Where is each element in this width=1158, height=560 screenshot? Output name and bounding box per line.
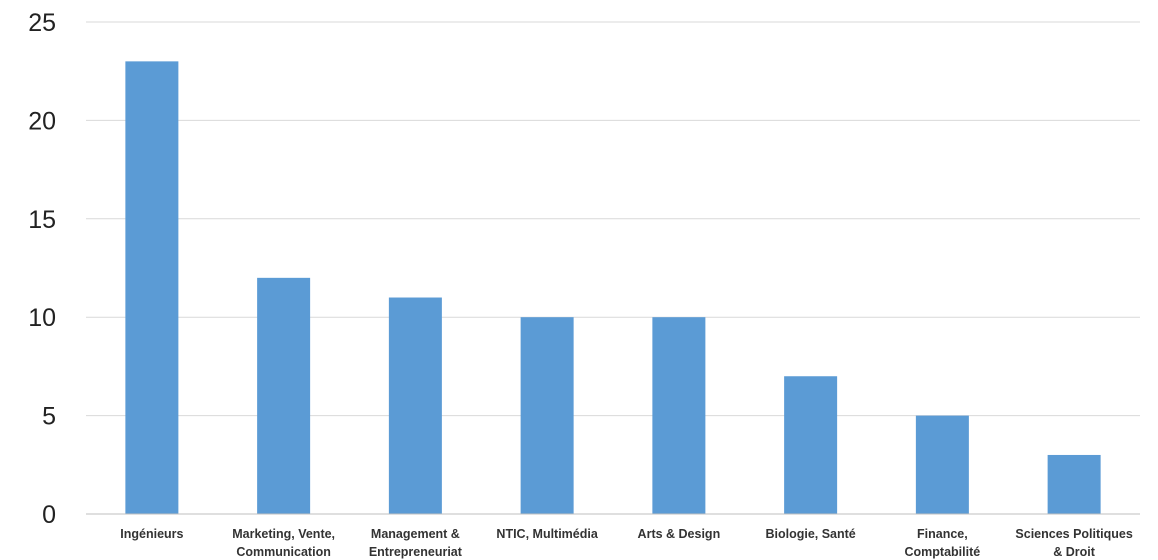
x-axis-ticks: Ingénieurs Marketing, Vente, Communication… <box>120 527 1133 559</box>
bar <box>388 297 442 514</box>
x-tick-label: Management & Entrepreneuriat <box>369 527 463 559</box>
bar <box>257 277 311 514</box>
x-tick-label-line: NTIC, Multimédia <box>496 527 598 541</box>
y-tick-label: 10 <box>28 304 56 332</box>
x-tick-label-line: Finance, <box>917 527 968 541</box>
bar <box>1047 454 1101 514</box>
y-tick-label: 15 <box>28 206 56 234</box>
bar <box>784 376 838 514</box>
x-tick-label-line: Sciences Politiques <box>1015 527 1132 541</box>
x-tick-label: Marketing, Vente, Communication <box>232 527 335 559</box>
bar <box>915 415 969 514</box>
x-tick-label-line: Biologie, Santé <box>765 527 855 541</box>
x-tick-label-line: Comptabilité <box>905 545 981 559</box>
x-tick-label: Biologie, Santé <box>765 527 855 541</box>
x-tick-label: Ingénieurs <box>120 527 183 541</box>
x-tick-label: NTIC, Multimédia <box>496 527 598 541</box>
x-tick-label: Sciences Politiques & Droit <box>1015 527 1132 559</box>
bars <box>125 61 1101 515</box>
x-tick-label-line: Ingénieurs <box>120 527 183 541</box>
bar <box>125 61 179 515</box>
y-tick-label: 25 <box>28 9 56 37</box>
y-axis-ticks: 0 5 10 15 20 25 <box>28 9 56 529</box>
bar <box>520 317 574 514</box>
grid-lines <box>86 21 1140 417</box>
x-tick-label-line: Arts & Design <box>638 527 721 541</box>
x-tick-label-line: Marketing, Vente, <box>232 527 335 541</box>
x-tick-label-line: Entrepreneuriat <box>369 545 463 559</box>
x-tick-label: Arts & Design <box>638 527 721 541</box>
x-tick-label-line: Communication <box>236 545 330 559</box>
y-tick-label: 20 <box>28 107 56 135</box>
y-tick-label: 0 <box>42 501 56 529</box>
x-tick-label-line: & Droit <box>1053 545 1096 559</box>
y-tick-label: 5 <box>42 403 56 431</box>
x-tick-label: Finance, Comptabilité <box>905 527 981 559</box>
x-tick-label-line: Management & <box>371 527 460 541</box>
bar <box>652 317 706 514</box>
